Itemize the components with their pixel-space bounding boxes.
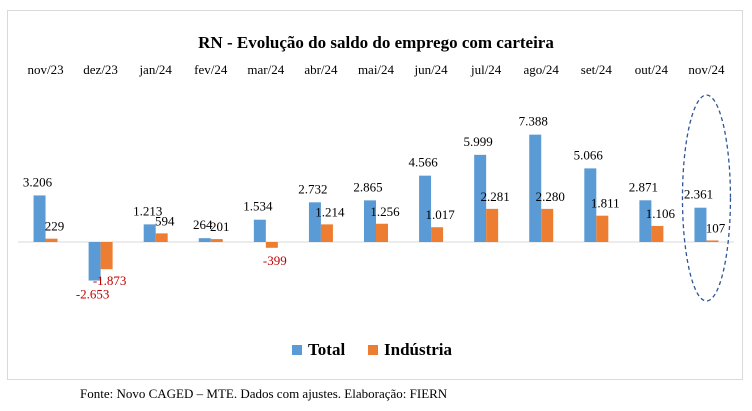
category-label: fev/24 — [194, 62, 228, 77]
value-label-industria: 201 — [210, 219, 230, 234]
category-label: abr/24 — [304, 62, 338, 77]
bar-industria — [706, 240, 719, 242]
value-label-total: 1.213 — [133, 203, 162, 218]
category-label: ago/24 — [524, 62, 560, 77]
bar-industria — [596, 215, 609, 242]
value-label-industria: 1.106 — [646, 206, 676, 221]
value-label-industria: 594 — [155, 213, 175, 228]
bar-total — [88, 242, 101, 281]
category-label: mar/24 — [247, 62, 284, 77]
bar-total — [143, 224, 156, 242]
category-label: set/24 — [581, 62, 613, 77]
value-label-total: 7.388 — [519, 114, 548, 129]
category-label: out/24 — [635, 62, 669, 77]
legend-swatch — [368, 345, 378, 355]
value-label-total: -2.653 — [76, 287, 110, 302]
value-label-total: 3.206 — [23, 174, 53, 189]
bar-total — [253, 219, 266, 242]
bar-industria — [486, 208, 499, 242]
value-label-industria: 107 — [706, 220, 726, 235]
legend: Total Indústria — [292, 340, 453, 359]
bar-total — [584, 168, 597, 242]
category-label: nov/24 — [688, 62, 725, 77]
bar-total — [694, 207, 707, 242]
value-label-total: 5.066 — [574, 147, 604, 162]
category-label: mai/24 — [358, 62, 395, 77]
value-label-industria: 229 — [45, 219, 65, 234]
category-label: jun/24 — [413, 62, 448, 77]
source-note: Fonte: Novo CAGED – MTE. Dados com ajust… — [80, 386, 448, 401]
value-label-industria: 1.017 — [425, 207, 455, 222]
legend-swatch — [292, 345, 302, 355]
value-label-industria: 2.280 — [536, 189, 565, 204]
bar-industria — [265, 242, 278, 248]
bar-industria — [210, 239, 223, 242]
bar-industria — [431, 227, 444, 242]
value-label-industria: -1.873 — [93, 273, 127, 288]
legend-label: Indústria — [384, 340, 453, 359]
category-label: nov/23 — [27, 62, 63, 77]
bar-industria — [320, 224, 333, 242]
value-label-industria: -399 — [263, 253, 287, 268]
bar-industria — [45, 238, 58, 242]
chart-frame: RN - Evolução do saldo do emprego com ca… — [7, 10, 743, 380]
bar-industria — [651, 225, 664, 242]
value-label-industria: 1.214 — [315, 204, 345, 219]
chart-svg: RN - Evolução do saldo do emprego com ca… — [18, 33, 734, 359]
value-label-total: 264 — [193, 217, 213, 232]
value-label-industria: 2.281 — [481, 189, 510, 204]
value-label-total: 4.566 — [408, 155, 438, 170]
bar-total — [308, 202, 321, 242]
value-label-total: 1.534 — [243, 199, 273, 214]
highlight-ellipse — [681, 94, 732, 302]
bars — [33, 134, 719, 281]
value-label-total: 5.999 — [464, 134, 493, 149]
value-label-total: 2.865 — [353, 179, 382, 194]
chart-title: RN - Evolução do saldo do emprego com ca… — [198, 33, 554, 52]
bar-total — [198, 238, 211, 242]
value-label-industria: 1.256 — [370, 204, 400, 219]
category-labels: nov/23 dez/23 jan/24 fev/24 mar/24 abr/24 mai/… — [27, 62, 725, 77]
bar-total — [419, 175, 432, 242]
bar-industria — [100, 242, 113, 270]
bar-total — [474, 154, 487, 242]
bar-total — [33, 195, 46, 242]
legend-label: Total — [308, 340, 345, 359]
category-label: jan/24 — [138, 62, 172, 77]
value-label-total: 2.732 — [298, 181, 327, 196]
bar-total — [364, 200, 376, 242]
bar-industria — [541, 208, 554, 242]
value-label-industria: 1.811 — [591, 196, 620, 211]
bar-total — [639, 200, 652, 242]
category-label: jul/24 — [470, 62, 502, 77]
bar-industria — [155, 233, 168, 242]
value-label-total: 2.871 — [629, 179, 658, 194]
bar-total — [529, 134, 542, 242]
value-label-total: 2.361 — [684, 187, 713, 202]
bar-industria — [376, 223, 388, 242]
category-label: dez/23 — [83, 62, 118, 77]
